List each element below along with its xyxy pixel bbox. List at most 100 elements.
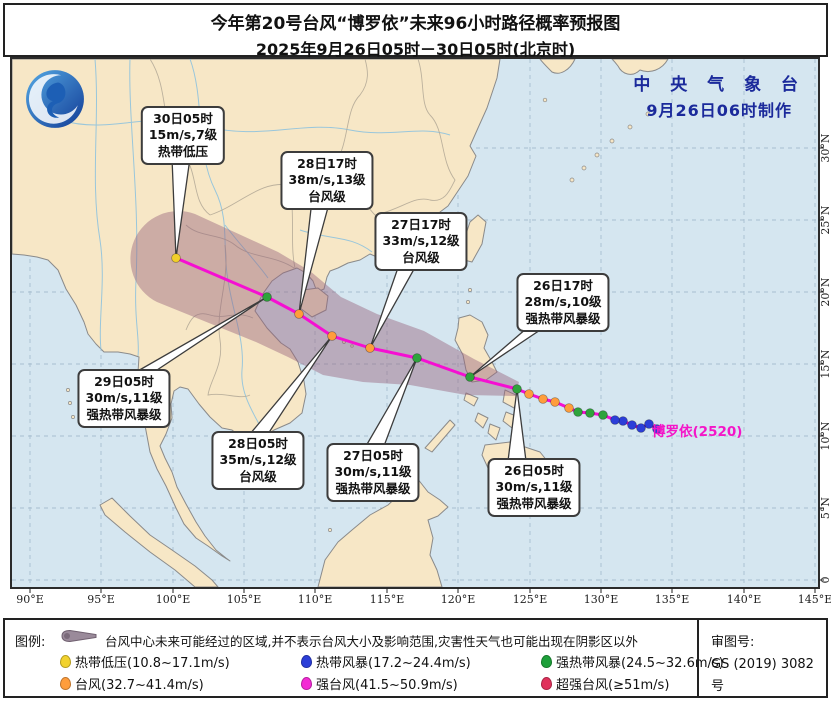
track-point [618, 416, 628, 426]
callout-category: 台风级 [308, 188, 346, 204]
lat-tick-label: 5°N [819, 497, 831, 519]
kyushu [611, 59, 669, 75]
sumatra [99, 497, 219, 587]
callout-time: 28日17时 [297, 156, 357, 171]
agency-name: 中 央 气 象 台 [633, 75, 805, 95]
track-point [538, 394, 548, 404]
korea [539, 59, 576, 74]
typhoon-icon [60, 677, 71, 690]
callout-category: 台风级 [402, 249, 440, 265]
callout-time: 28日05时 [228, 436, 288, 451]
callout-wind: 35m/s,12级 [219, 452, 297, 468]
lat-tick-label: 30°N [819, 133, 831, 162]
track-point [610, 415, 620, 425]
land-masses [12, 59, 669, 587]
callout-category: 热带低压 [157, 143, 208, 159]
lon-tick-label: 90°E [16, 593, 44, 606]
lon-tick-label: 130°E [584, 593, 619, 606]
lon-tick-label: 140°E [727, 593, 762, 606]
page-title: 今年第20号台风“博罗依”未来96小时路径概率预报图 [210, 14, 621, 34]
callout-category: 强热带风暴级 [86, 406, 162, 422]
legend-divider [697, 620, 699, 696]
track-point [573, 407, 583, 417]
tropical-storm-icon [301, 655, 312, 668]
lon-tick-label: 145°E [798, 593, 831, 606]
callout-wind: 30m/s,11级 [495, 479, 573, 495]
callout-category: 强热带风暴级 [525, 310, 601, 326]
axis-ticks [29, 147, 824, 593]
track-point [585, 408, 595, 418]
callout-time: 27日05时 [343, 448, 403, 463]
legend-item-td: 热带低压(10.8~17.1m/s) [60, 652, 230, 671]
callout-category: 台风级 [239, 468, 277, 484]
page-subtitle: 2025年9月26日05时－30日05时(北京时) [255, 40, 576, 59]
cone-icon [59, 628, 99, 648]
legend-item-sts: 强热带风暴(24.5~32.6m/s) [541, 652, 724, 671]
legend-item-ts: 热带风暴(17.2~24.4m/s) [301, 652, 471, 671]
lat-tick-label: 0 [819, 577, 831, 584]
callout-category: 强热带风暴级 [335, 480, 411, 496]
lat-tick-label: 20°N [819, 277, 831, 306]
callout-26d-05h: 26日05时 30m/s,11级 强热带风暴级 [487, 458, 581, 517]
callout-time: 27日17时 [391, 217, 451, 232]
lon-tick-label: 125°E [513, 593, 548, 606]
callout-26d-17h: 26日17时 28m/s,10级 强热带风暴级 [516, 273, 610, 332]
tropical-depression-icon [60, 655, 71, 668]
callout-time: 26日05时 [504, 463, 564, 478]
callout-wind: 33m/s,12级 [382, 233, 460, 249]
callout-time: 26日17时 [533, 278, 593, 293]
super-typhoon-icon [541, 677, 552, 690]
issue-time: 9月26日06时制作 [646, 101, 792, 120]
severe-tropical-storm-icon [541, 655, 552, 668]
callout-time: 29日05时 [94, 374, 154, 389]
callout-wind: 38m/s,13级 [288, 172, 366, 188]
track-points [171, 253, 662, 434]
callout-wind: 30m/s,11级 [85, 390, 163, 406]
track-point [598, 410, 608, 420]
track-point [171, 253, 181, 263]
track-point [524, 389, 534, 399]
track-point [652, 424, 662, 434]
track-point [636, 423, 646, 433]
callout-30d-05h: 30日05时 15m/s,7级 热带低压 [140, 106, 226, 165]
legend-item-ty: 台风(32.7~41.4m/s) [60, 674, 204, 693]
lon-tick-label: 135°E [655, 593, 690, 606]
track-point [262, 292, 272, 302]
legend-item-sty: 强台风(41.5~50.9m/s) [301, 674, 458, 693]
callout-time: 30日05时 [153, 111, 213, 126]
cone-note: 台风中心未来可能经过的区域,并不表示台风大小及影响范围,灾害性天气也可能出现在阴… [105, 634, 638, 649]
track-point [327, 331, 337, 341]
agency-credit: 中 央 气 象 台 9月26日06时制作 [633, 70, 805, 121]
legend-item-super-ty: 超强台风(≥51m/s) [541, 674, 669, 693]
callout-27d-05h: 27日05时 30m/s,11级 强热带风暴级 [326, 443, 420, 502]
lon-tick-label: 105°E [227, 593, 262, 606]
track-point [465, 372, 475, 382]
lat-tick-label: 15°N [819, 349, 831, 378]
forecast-probability-cone [130, 211, 519, 396]
track-point [294, 309, 304, 319]
borneo [317, 477, 449, 587]
lon-tick-label: 100°E [156, 593, 191, 606]
track-point [644, 419, 654, 429]
callout-wind: 30m/s,11级 [334, 464, 412, 480]
map-approval-number: 审图号: GS (2019) 3082号 [711, 635, 814, 695]
track-point [412, 353, 422, 363]
lon-tick-label: 110°E [298, 593, 333, 606]
longitude-axis: 90°E 95°E 100°E 105°E 110°E 115°E 120°E … [16, 593, 831, 606]
track-point [550, 397, 560, 407]
track-point [512, 384, 522, 394]
legend-box: 图例: 台风中心未来可能经过的区域,并不表示台风大小及影响范围,灾害性天气也可能… [3, 618, 828, 698]
title-box: 今年第20号台风“博罗依”未来96小时路径概率预报图 2025年9月26日05时… [3, 3, 828, 59]
map-frame-border [10, 57, 820, 589]
legend-title: 图例: [15, 635, 46, 650]
lon-tick-label: 120°E [441, 593, 476, 606]
lat-tick-label: 10°N [819, 421, 831, 450]
callout-category: 强热带风暴级 [496, 495, 572, 511]
lat-tick-label: 25°N [819, 205, 831, 234]
callout-29d-05h: 29日05时 30m/s,11级 强热带风暴级 [77, 369, 171, 428]
lon-tick-label: 115°E [370, 593, 405, 606]
cma-logo-icon [24, 68, 86, 130]
latitude-axis: 0 5°N 10°N 15°N 20°N 25°N 30°N [819, 133, 831, 583]
lon-tick-label: 95°E [87, 593, 115, 606]
